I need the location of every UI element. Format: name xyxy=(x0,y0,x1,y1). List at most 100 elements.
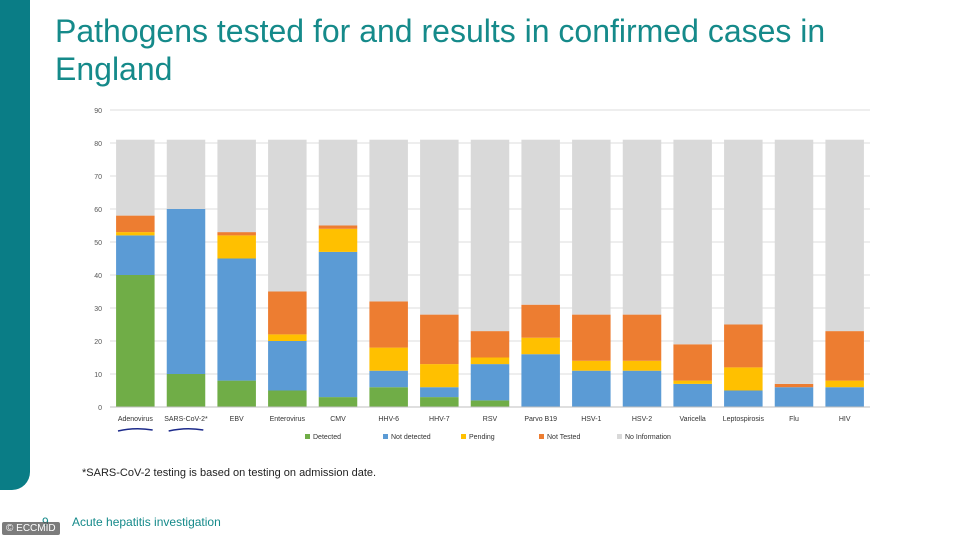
bar-segment xyxy=(369,139,408,302)
bar-segment xyxy=(470,400,510,407)
y-tick-label: 60 xyxy=(94,207,102,214)
y-tick-label: 40 xyxy=(94,273,102,280)
bar-segment xyxy=(622,139,662,315)
stacked-bar-chart: 0 10 20 30 40 50 60 70 80 90 Adenovirus SARS-CoV-2*… xyxy=(94,108,870,441)
bar-segment xyxy=(825,387,864,407)
bar-segment xyxy=(673,380,712,384)
bar-segment xyxy=(673,344,712,381)
x-tick-label: CMV xyxy=(330,416,346,423)
bar-segment xyxy=(217,139,256,233)
y-tick-label: 90 xyxy=(94,108,102,115)
legend-swatch xyxy=(539,434,544,439)
image-credit: © ECCMID xyxy=(2,522,60,535)
left-accent-bar xyxy=(0,0,30,490)
bar-segment xyxy=(268,139,307,292)
bar-segment xyxy=(470,364,510,401)
y-tick-label: 70 xyxy=(94,174,102,181)
legend-swatch xyxy=(383,434,388,439)
bar-segment xyxy=(116,232,155,236)
x-tick-label: Adenovirus xyxy=(118,416,154,423)
bar-segment xyxy=(572,360,611,371)
legend-swatch xyxy=(617,434,622,439)
legend-label: Detected xyxy=(313,434,341,441)
bar-segment xyxy=(166,139,206,209)
bar-segment xyxy=(369,387,408,407)
bar-segment xyxy=(217,380,256,407)
bar-segment xyxy=(420,139,459,315)
legend-label: Not detected xyxy=(391,434,431,441)
bar-segment xyxy=(369,370,408,388)
x-tick-label: HSV-2 xyxy=(632,416,652,423)
bar-segment xyxy=(166,209,206,374)
bar-segment xyxy=(825,331,864,381)
bar-segment xyxy=(724,390,763,407)
bar-segment xyxy=(724,139,763,325)
x-tick-label: HHV-7 xyxy=(429,416,450,423)
slide-title: Pathogens tested for and results in conf… xyxy=(55,13,826,87)
bar-segment xyxy=(268,390,307,407)
x-tick-label: Leptospirosis xyxy=(723,416,765,423)
legend-label: No Information xyxy=(625,434,671,441)
x-tick-label: SARS-CoV-2* xyxy=(164,416,208,423)
legend-swatch xyxy=(461,434,466,439)
y-tick-label: 50 xyxy=(94,240,102,247)
legend-swatch xyxy=(305,434,310,439)
bar-segment xyxy=(420,364,459,388)
bar-segment xyxy=(318,251,358,398)
bar-segment xyxy=(521,337,560,355)
handwritten-underline xyxy=(168,427,204,432)
bar-segment xyxy=(318,228,358,252)
bar-segment xyxy=(521,304,560,338)
bar-segment xyxy=(369,301,408,348)
bar-segment xyxy=(622,370,662,407)
x-tick-label: Flu xyxy=(789,416,799,423)
bar-segment xyxy=(318,139,358,226)
bar-segment xyxy=(470,139,510,332)
x-tick-label: RSV xyxy=(483,416,498,423)
bar-segment xyxy=(673,139,712,345)
bar-segment xyxy=(825,380,864,388)
bar-segment xyxy=(420,397,459,407)
bar-segment xyxy=(774,383,814,388)
bar-segment xyxy=(572,314,611,361)
bar-segment xyxy=(622,314,662,361)
footnote: *SARS-CoV-2 testing is based on testing … xyxy=(82,467,377,479)
bar-segment xyxy=(369,347,408,371)
bar-segment xyxy=(217,258,256,381)
footer-title: Acute hepatitis investigation xyxy=(72,515,221,529)
bar-segment xyxy=(166,374,206,407)
bar-segment xyxy=(268,341,307,391)
bar-segment xyxy=(116,139,155,216)
bar-segment xyxy=(825,139,864,332)
bar-segment xyxy=(318,225,358,229)
bar-segment xyxy=(470,357,510,365)
bar-segment xyxy=(774,139,814,384)
bar-segment xyxy=(217,232,256,236)
bar-segment xyxy=(521,139,560,305)
bar-segment xyxy=(116,215,155,233)
legend-label: Not Tested xyxy=(547,434,580,441)
bar-segment xyxy=(724,324,763,368)
y-tick-label: 10 xyxy=(94,372,102,379)
bar-segment xyxy=(217,235,256,259)
bar-segment xyxy=(622,360,662,371)
x-tick-label: HHV-6 xyxy=(378,416,399,423)
bar-segment xyxy=(470,331,510,358)
x-tick-label: Varicella xyxy=(680,416,706,423)
x-tick-label: HSV-1 xyxy=(581,416,601,423)
x-tick-label: Enterovirus xyxy=(270,416,306,423)
x-tick-label: Parvo B19 xyxy=(524,416,557,423)
bar-segment xyxy=(268,291,307,335)
bar-segment xyxy=(116,235,155,275)
y-tick-label: 20 xyxy=(94,339,102,346)
bar-segment xyxy=(521,354,560,407)
bar-segment xyxy=(673,383,712,407)
y-tick-label: 30 xyxy=(94,306,102,313)
bar-segment xyxy=(774,387,814,407)
y-tick-label: 80 xyxy=(94,141,102,148)
bar-segment xyxy=(420,314,459,365)
bar-segment xyxy=(572,139,611,315)
bar-segment xyxy=(318,397,358,407)
bar-segment xyxy=(116,275,155,407)
bar-segment xyxy=(420,387,459,398)
